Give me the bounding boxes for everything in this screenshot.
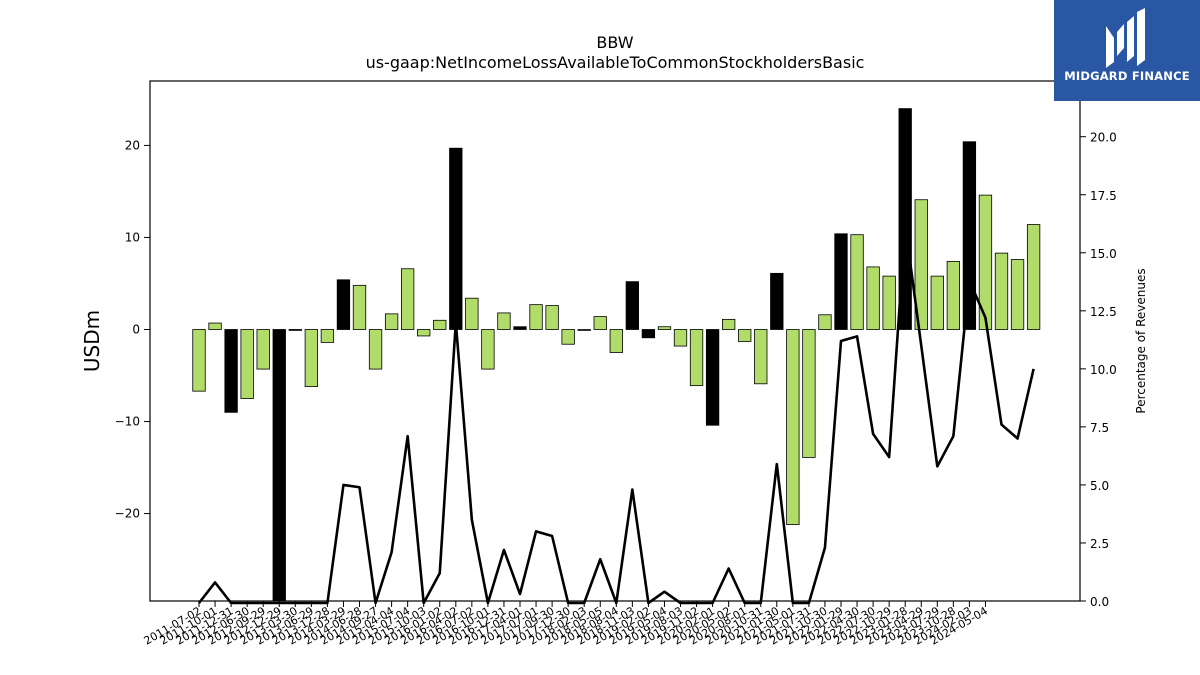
y2-axis-label: Percentage of Revenues (1134, 268, 1148, 413)
bar (962, 141, 977, 330)
bar (368, 329, 383, 370)
bar (930, 275, 944, 330)
bar (497, 312, 511, 330)
bar (657, 326, 672, 330)
bar (866, 266, 880, 330)
bar (609, 329, 623, 353)
bar (417, 329, 431, 337)
y2-axis: 0.0 2.5 5.0 7.5 10.0 12.5 15.0 17.5 20.0 (1080, 131, 1117, 609)
y2-tick-label: 7.5 (1090, 421, 1109, 435)
chart-title: BBW (596, 33, 633, 52)
bar (946, 260, 960, 330)
y2-tick-label: 15.0 (1090, 247, 1117, 261)
y-axis: −20 −10 0 10 20 (115, 138, 150, 521)
plot-frame (149, 80, 1081, 602)
y-tick-label: 0 (132, 322, 140, 336)
bar (577, 329, 591, 331)
y-tick-label: −20 (115, 507, 140, 521)
bar (1026, 224, 1041, 330)
bar (529, 304, 543, 330)
bar (449, 147, 463, 330)
bar (625, 281, 639, 330)
y2-tick-label: 5.0 (1090, 479, 1109, 493)
bar (754, 329, 768, 385)
bar (465, 297, 479, 330)
bar (641, 329, 656, 339)
bar (384, 313, 399, 330)
bar (770, 272, 784, 330)
y2-tick-label: 12.5 (1090, 305, 1117, 319)
bar (336, 279, 351, 330)
bar (208, 322, 222, 330)
bar (722, 318, 736, 330)
bar (786, 329, 800, 526)
bar (994, 252, 1009, 330)
brand-name: MIDGARD FINANCE (1064, 69, 1190, 83)
bar (978, 194, 993, 330)
bar (914, 199, 928, 330)
bar (1010, 259, 1025, 330)
bar (834, 233, 848, 330)
logo-mark-icon (1106, 8, 1145, 68)
bar (545, 305, 559, 330)
bar (705, 329, 720, 426)
bar (256, 329, 270, 370)
bar (400, 268, 415, 330)
bar (561, 329, 575, 345)
bar (272, 329, 286, 602)
bars-group (192, 108, 1041, 602)
bar (818, 314, 832, 330)
y-tick-label: −10 (115, 415, 140, 429)
bar (288, 329, 302, 331)
bar (593, 316, 607, 330)
bar (738, 329, 752, 342)
y2-tick-label: 10.0 (1090, 363, 1117, 377)
bar (224, 329, 238, 413)
y2-tick-label: 17.5 (1090, 189, 1117, 203)
bar (352, 284, 367, 330)
bar (802, 329, 816, 458)
bar (689, 329, 704, 387)
bar (192, 329, 206, 392)
bar (240, 329, 254, 399)
chart-subtitle: us-gaap:NetIncomeLossAvailableToCommonSt… (366, 53, 865, 72)
brand-logo: MIDGARD FINANCE (1054, 0, 1200, 101)
bar (673, 329, 688, 347)
y-tick-label: 20 (125, 138, 140, 152)
x-axis: 2011-07-022011-10-012011-12-312012-06-30… (142, 601, 990, 648)
y2-tick-label: 2.5 (1090, 537, 1109, 551)
y-axis-label: USDm (80, 310, 104, 372)
y2-tick-label: 20.0 (1090, 131, 1117, 145)
bar (433, 319, 447, 330)
y-tick-label: 10 (125, 230, 140, 244)
y2-tick-label: 0.0 (1090, 595, 1109, 609)
bar (850, 234, 864, 330)
bar (513, 326, 527, 330)
bar (304, 329, 319, 387)
bar (882, 275, 896, 330)
bar (481, 329, 495, 370)
bar (320, 329, 335, 343)
